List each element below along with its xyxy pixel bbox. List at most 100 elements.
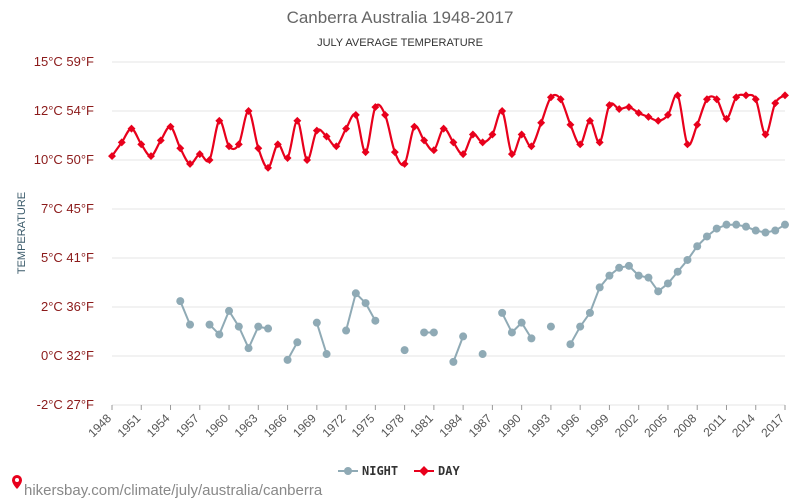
data-point-night[interactable] [234, 322, 243, 331]
data-point-night[interactable] [751, 226, 760, 235]
watermark-url[interactable]: hikersbay.com/climate/july/australia/can… [24, 482, 323, 499]
data-point-day[interactable] [468, 130, 477, 139]
data-point-day[interactable] [556, 95, 565, 104]
data-point-night[interactable] [546, 322, 555, 331]
data-point-night[interactable] [605, 271, 614, 280]
data-point-day[interactable] [234, 140, 243, 149]
legend[interactable]: NIGHT DAY [338, 464, 460, 478]
data-point-night[interactable] [283, 355, 292, 364]
data-point-day[interactable] [332, 142, 341, 151]
data-point-day[interactable] [663, 110, 672, 119]
data-point-day[interactable] [108, 152, 116, 161]
data-point-night[interactable] [507, 328, 516, 337]
data-point-night[interactable] [429, 328, 438, 337]
data-point-night[interactable] [498, 308, 507, 317]
data-point-night[interactable] [264, 324, 273, 333]
data-point-night[interactable] [663, 279, 672, 288]
data-point-day[interactable] [254, 144, 263, 153]
data-point-day[interactable] [693, 120, 702, 129]
data-point-day[interactable] [312, 126, 321, 135]
data-point-day[interactable] [205, 156, 214, 164]
data-point-day[interactable] [576, 140, 585, 149]
data-point-night[interactable] [712, 224, 721, 233]
data-point-night[interactable] [449, 357, 458, 366]
data-point-night[interactable] [342, 326, 351, 335]
data-point-night[interactable] [693, 242, 702, 251]
data-point-day[interactable] [771, 99, 780, 108]
data-point-day[interactable] [566, 120, 575, 129]
data-point-night[interactable] [225, 306, 234, 315]
data-point-day[interactable] [420, 136, 429, 145]
data-point-day[interactable] [761, 130, 770, 139]
data-point-day[interactable] [634, 109, 643, 117]
data-point-day[interactable] [742, 91, 750, 100]
data-point-day[interactable] [781, 91, 789, 100]
data-point-night[interactable] [351, 289, 360, 298]
data-point-day[interactable] [537, 118, 546, 127]
data-point-day[interactable] [351, 110, 360, 119]
data-point-night[interactable] [761, 228, 770, 237]
data-point-day[interactable] [322, 132, 331, 141]
data-point-day[interactable] [400, 159, 409, 168]
data-point-night[interactable] [722, 220, 731, 229]
data-point-night[interactable] [254, 322, 263, 331]
data-point-night[interactable] [215, 330, 224, 339]
data-point-night[interactable] [361, 299, 370, 308]
data-point-night[interactable] [400, 346, 409, 355]
data-point-day[interactable] [176, 144, 185, 153]
data-point-night[interactable] [624, 261, 633, 270]
data-point-night[interactable] [527, 334, 536, 343]
data-point-night[interactable] [644, 273, 653, 282]
data-point-day[interactable] [156, 136, 165, 145]
data-point-day[interactable] [624, 103, 633, 112]
data-point-night[interactable] [459, 332, 468, 341]
data-point-day[interactable] [449, 138, 458, 147]
watermark[interactable]: hikersbay.com/climate/july/australia/can… [12, 475, 323, 499]
data-point-night[interactable] [654, 287, 663, 296]
data-point-night[interactable] [176, 297, 185, 306]
data-point-night[interactable] [420, 328, 429, 337]
data-point-day[interactable] [527, 142, 536, 151]
data-point-day[interactable] [137, 140, 146, 149]
data-point-day[interactable] [361, 148, 370, 157]
data-point-day[interactable] [225, 142, 234, 151]
data-point-night[interactable] [732, 220, 741, 229]
data-point-day[interactable] [303, 156, 312, 164]
data-point-day[interactable] [517, 130, 526, 139]
data-point-day[interactable] [195, 150, 204, 159]
data-point-night[interactable] [478, 350, 487, 359]
data-point-night[interactable] [205, 320, 214, 329]
data-point-night[interactable] [771, 226, 780, 235]
data-point-night[interactable] [615, 263, 624, 272]
data-point-day[interactable] [429, 146, 438, 155]
data-point-day[interactable] [283, 154, 292, 162]
data-point-day[interactable] [683, 140, 692, 149]
data-point-day[interactable] [381, 110, 390, 119]
data-point-night[interactable] [585, 308, 594, 317]
data-point-day[interactable] [595, 138, 604, 147]
data-point-day[interactable] [439, 124, 448, 133]
data-point-day[interactable] [273, 140, 282, 149]
data-point-night[interactable] [741, 222, 750, 231]
data-point-day[interactable] [186, 159, 194, 168]
data-point-night[interactable] [576, 322, 585, 331]
data-point-night[interactable] [634, 271, 643, 280]
data-point-night[interactable] [702, 232, 711, 241]
data-point-day[interactable] [410, 122, 419, 131]
data-point-night[interactable] [312, 318, 321, 327]
data-point-night[interactable] [293, 338, 302, 347]
data-point-day[interactable] [342, 124, 351, 133]
data-point-day[interactable] [644, 112, 653, 121]
data-point-night[interactable] [186, 320, 195, 329]
legend-item-night[interactable]: NIGHT [338, 464, 398, 478]
legend-item-day[interactable]: DAY [414, 464, 460, 478]
data-point-day[interactable] [478, 138, 487, 147]
data-point-night[interactable] [322, 350, 331, 359]
data-point-day[interactable] [488, 130, 497, 139]
data-point-day[interactable] [459, 150, 468, 159]
data-point-night[interactable] [244, 344, 253, 353]
data-point-night[interactable] [673, 267, 682, 276]
data-point-day[interactable] [147, 152, 155, 161]
data-point-day[interactable] [264, 163, 273, 172]
data-point-night[interactable] [595, 283, 604, 292]
